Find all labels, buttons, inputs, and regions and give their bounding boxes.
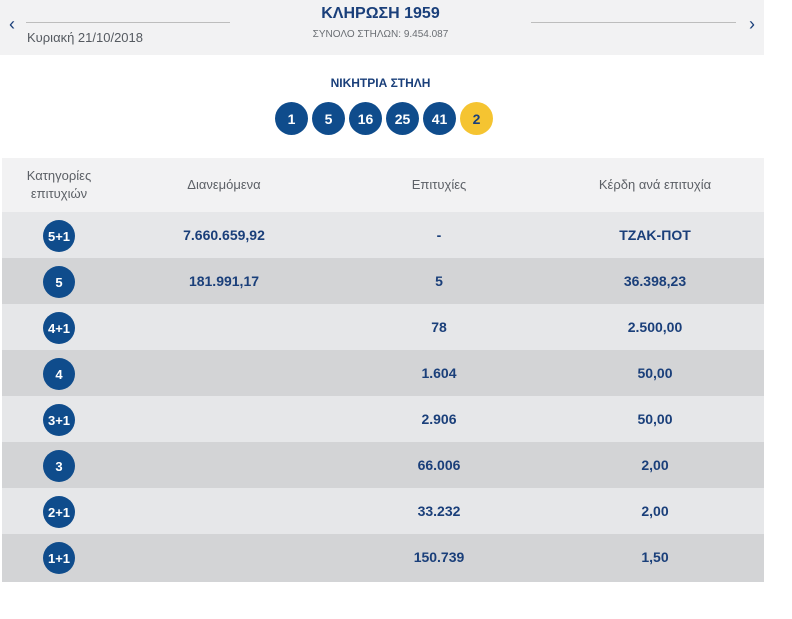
winners-cell: 2.906 [421,411,457,427]
prize-cell: 1,50 [641,549,669,565]
draw-title: ΚΛΗΡΩΣΗ 1959 [321,5,440,22]
table-row: 4 1.604 50,00 [2,350,764,396]
prize-cell: 2,00 [641,457,669,473]
distributed-cell: 181.991,17 [188,273,260,289]
column-header-prize: Κέρδη ανά επιτυχία [598,177,712,192]
chevron-left-icon[interactable]: ‹ [9,14,15,34]
prize-cell: 50,00 [637,365,673,381]
table-row: 3 66.006 2,00 [2,442,764,488]
prize-cell: 2.500,00 [627,319,683,335]
category-badge: 5 [43,266,75,298]
distributed-cell [116,350,332,396]
winning-column-label: ΝΙΚΗΤΡΙΑ ΣΤΗΛΗ [330,76,431,90]
prize-cell: 36.398,23 [623,273,687,289]
distributed-cell [116,304,332,350]
winners-cell: 33.232 [417,503,461,519]
distributed-cell [116,442,332,488]
category-badge: 3 [43,450,75,482]
column-header-category: Κατηγορίες επιτυχιών [26,168,92,201]
number-ball: 1 [275,102,308,135]
column-header-winners: Επιτυχίες [411,177,467,192]
prize-cell: 50,00 [637,411,673,427]
table-row: 5+1 7.660.659,92 - ΤΖΑΚ-ΠΟΤ [2,212,764,258]
table-row: 5 181.991,17 5 36.398,23 [2,258,764,304]
winners-cell: 150.739 [413,549,465,565]
column-header-distributed: Διανεμόμενα [187,177,261,192]
category-badge: 2+1 [43,496,75,528]
winners-cell: - [436,227,442,243]
winners-cell: 5 [435,273,443,289]
distributed-cell [116,534,332,580]
category-badge: 1+1 [43,542,75,574]
number-ball: 25 [386,102,419,135]
distributed-cell [116,396,332,442]
distributed-cell [116,488,332,534]
table-row: 4+1 78 2.500,00 [2,304,764,350]
chevron-right-icon[interactable]: › [749,14,755,34]
table-row: 1+1 150.739 1,50 [2,534,764,582]
category-badge: 3+1 [43,404,75,436]
columns-total: ΣΥΝΟΛΟ ΣΤΗΛΩΝ: 9.454.087 [312,29,449,40]
table-row: 2+1 33.232 2,00 [2,488,764,534]
category-badge: 4+1 [43,312,75,344]
divider-line [531,22,736,23]
joker-ball: 2 [460,102,493,135]
prize-cell: ΤΖΑΚ-ΠΟΤ [619,227,691,243]
winners-cell: 1.604 [421,365,457,381]
number-ball: 16 [349,102,382,135]
draw-date: Κυριακή 21/10/2018 [27,30,143,45]
winners-cell: 78 [431,319,447,335]
winners-cell: 66.006 [417,457,461,473]
table-row: 3+1 2.906 50,00 [2,396,764,442]
divider-line [26,22,230,23]
number-ball: 5 [312,102,345,135]
winning-numbers: 1 5 16 25 41 2 [275,102,497,136]
category-badge: 5+1 [43,220,75,252]
draw-header: ‹ Κυριακή 21/10/2018 ΚΛΗΡΩΣΗ 1959 ΣΥΝΟΛΟ… [0,0,764,55]
prize-cell: 2,00 [641,503,669,519]
distributed-cell: 7.660.659,92 [183,227,265,243]
category-badge: 4 [43,358,75,390]
prize-table: 5+1 7.660.659,92 - ΤΖΑΚ-ΠΟΤ 5 181.991,17… [2,212,764,582]
number-ball: 41 [423,102,456,135]
table-header: Κατηγορίες επιτυχιών Διανεμόμενα Επιτυχί… [2,158,764,212]
